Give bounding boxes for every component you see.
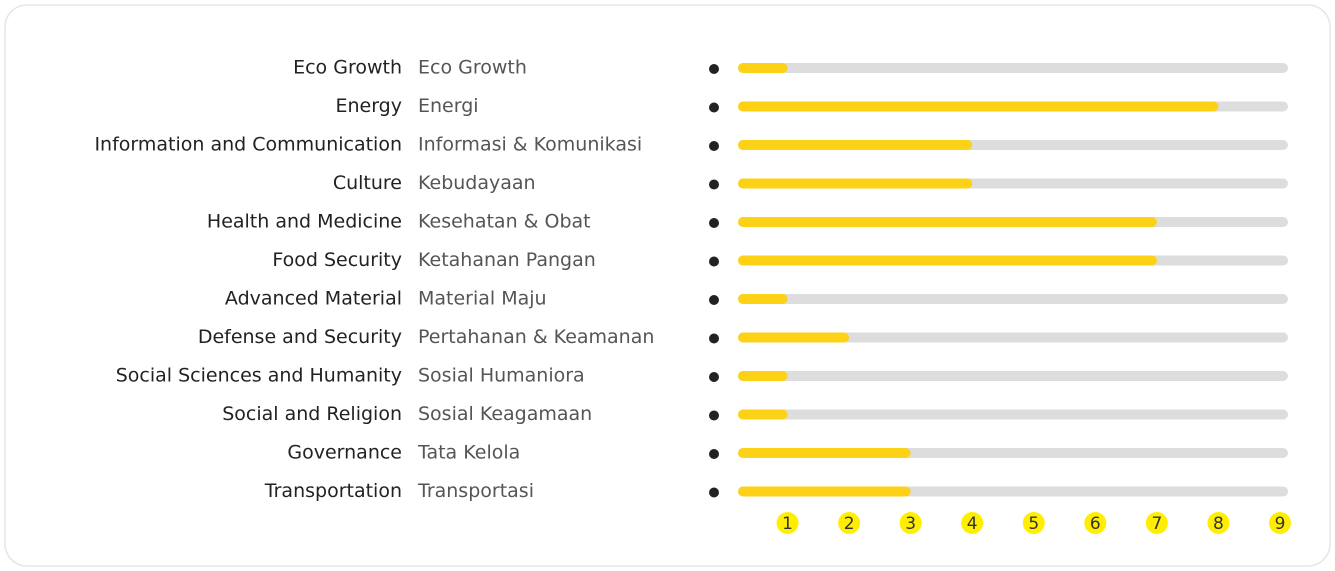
tick-marker [1269,512,1291,534]
row-dot [709,487,719,498]
category-label: Advanced Material [225,288,402,310]
x-tick-label: 7 [1151,514,1162,534]
category-label: Social Sciences and Humanity [116,365,402,387]
category-translation: Pertahanan & Keamanan [418,326,654,348]
bar [738,178,973,189]
tick-marker [899,512,922,534]
bar [738,140,973,150]
row-dot [709,410,719,421]
category-label: Energy [335,95,402,117]
x-tick-label: 2 [844,514,855,534]
bar [738,255,1157,266]
category-label: Culture [333,172,402,194]
row-dot [709,449,719,459]
bar-track [738,371,1288,381]
category-translation: Kesehatan & Obat [418,211,591,233]
row-dot [709,102,719,113]
category-label: Social and Religion [222,403,402,425]
tick-marker [776,512,799,534]
category-translation: Tata Kelola [417,442,520,464]
category-label: Food Security [272,249,402,271]
row-dot [709,179,719,190]
category-label: Defense and Security [198,326,402,348]
bar-track [738,409,1288,420]
x-tick-label: 3 [905,514,916,534]
category-translation: Sosial Humaniora [418,365,585,387]
bar [738,371,788,381]
bar [738,332,850,343]
x-tick-label: 9 [1275,514,1286,534]
bar [738,217,1157,227]
x-tick-label: 6 [1090,514,1101,534]
x-tick-label: 8 [1213,514,1224,534]
bar [738,448,911,458]
tick-marker [961,512,984,534]
category-translation: Transportasi [417,480,534,502]
bar-track [738,63,1288,73]
category-translation: Ketahanan Pangan [418,249,596,271]
bar [738,63,788,73]
category-translation: Sosial Keagamaan [418,403,592,425]
bar-track [738,332,1288,343]
category-translation: Energi [418,95,479,117]
category-translation: Material Maju [418,288,547,310]
bar [738,409,788,420]
row-dot [709,218,719,228]
bar [738,101,1219,112]
tick-marker [1084,512,1107,534]
category-label: Transportation [264,480,402,502]
category-translation: Kebudayaan [418,172,536,194]
category-translation: Eco Growth [418,57,527,79]
tick-marker [838,512,861,534]
tick-marker [1145,512,1168,534]
row-dot [709,372,719,382]
category-label: Eco Growth [293,57,402,79]
category-label: Governance [287,442,402,464]
x-tick-label: 5 [1028,514,1039,534]
row-dot [709,256,719,267]
x-tick-label: 4 [967,514,978,534]
bar [738,294,788,304]
category-label: Information and Communication [94,134,402,156]
category-translation: Informasi & Komunikasi [418,134,642,156]
bar-track [738,294,1288,304]
tick-marker [1022,512,1045,534]
bar [738,486,911,497]
card [4,4,1331,567]
category-label: Health and Medicine [207,211,402,233]
row-dot [709,64,719,74]
row-dot [709,295,719,305]
x-tick-label: 1 [782,514,793,534]
row-dot [709,141,719,151]
row-dot [709,333,719,344]
tick-marker [1207,512,1230,534]
